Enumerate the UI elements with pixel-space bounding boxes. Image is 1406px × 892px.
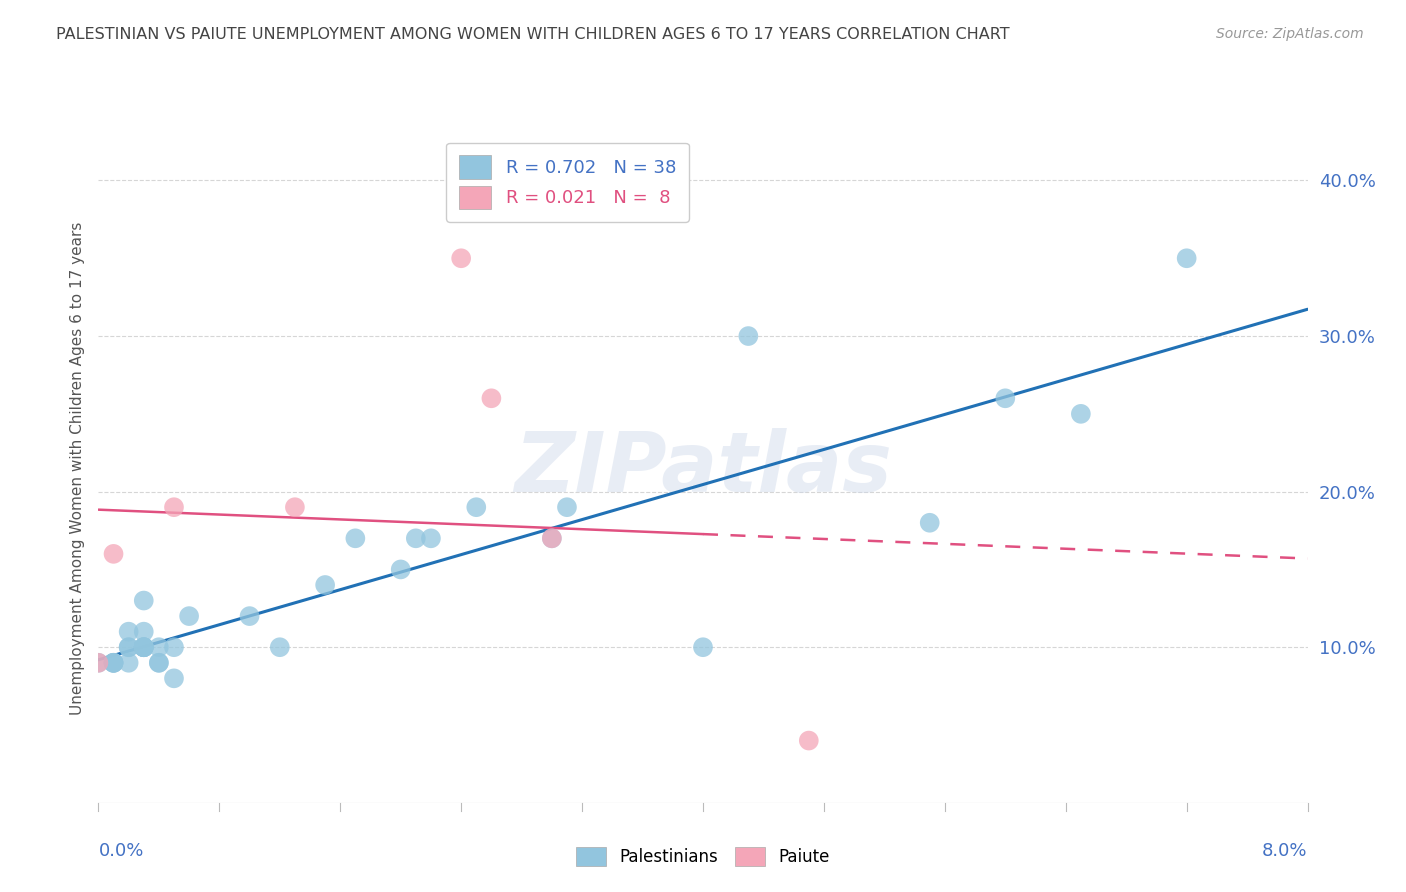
- Point: [118, 640, 141, 655]
- Point: [918, 516, 941, 530]
- Point: [148, 656, 170, 670]
- Point: [163, 640, 186, 655]
- Point: [389, 562, 412, 576]
- Text: Source: ZipAtlas.com: Source: ZipAtlas.com: [1216, 27, 1364, 41]
- Point: [132, 640, 155, 655]
- Text: 8.0%: 8.0%: [1263, 842, 1308, 860]
- Point: [540, 531, 562, 545]
- Point: [103, 656, 125, 670]
- Point: [540, 531, 562, 545]
- Point: [555, 500, 578, 515]
- Point: [118, 624, 141, 639]
- Point: [344, 531, 367, 545]
- Point: [1175, 252, 1198, 266]
- Point: [163, 671, 186, 685]
- Text: PALESTINIAN VS PAIUTE UNEMPLOYMENT AMONG WOMEN WITH CHILDREN AGES 6 TO 17 YEARS : PALESTINIAN VS PAIUTE UNEMPLOYMENT AMONG…: [56, 27, 1010, 42]
- Point: [269, 640, 291, 655]
- Point: [103, 656, 125, 670]
- Text: 0.0%: 0.0%: [98, 842, 143, 860]
- Point: [103, 656, 125, 670]
- Point: [87, 656, 110, 670]
- Point: [148, 656, 170, 670]
- Point: [797, 733, 820, 747]
- Point: [479, 392, 503, 406]
- Point: [87, 656, 110, 670]
- Point: [148, 640, 170, 655]
- Y-axis label: Unemployment Among Women with Children Ages 6 to 17 years: Unemployment Among Women with Children A…: [69, 221, 84, 715]
- Legend: R = 0.702   N = 38, R = 0.021   N =  8: R = 0.702 N = 38, R = 0.021 N = 8: [446, 143, 689, 222]
- Point: [419, 531, 441, 545]
- Point: [405, 531, 427, 545]
- Point: [163, 500, 186, 515]
- Point: [118, 656, 141, 670]
- Point: [465, 500, 488, 515]
- Point: [737, 329, 759, 343]
- Point: [132, 640, 155, 655]
- Point: [132, 640, 155, 655]
- Point: [314, 578, 336, 592]
- Point: [284, 500, 307, 515]
- Point: [103, 656, 125, 670]
- Point: [179, 609, 201, 624]
- Point: [103, 547, 125, 561]
- Point: [132, 640, 155, 655]
- Point: [239, 609, 262, 624]
- Legend: Palestinians, Paiute: Palestinians, Paiute: [568, 838, 838, 875]
- Point: [1070, 407, 1092, 421]
- Text: ZIPatlas: ZIPatlas: [515, 428, 891, 508]
- Point: [118, 640, 141, 655]
- Point: [132, 593, 155, 607]
- Point: [994, 392, 1017, 406]
- Point: [692, 640, 714, 655]
- Point: [132, 624, 155, 639]
- Point: [132, 640, 155, 655]
- Point: [450, 252, 472, 266]
